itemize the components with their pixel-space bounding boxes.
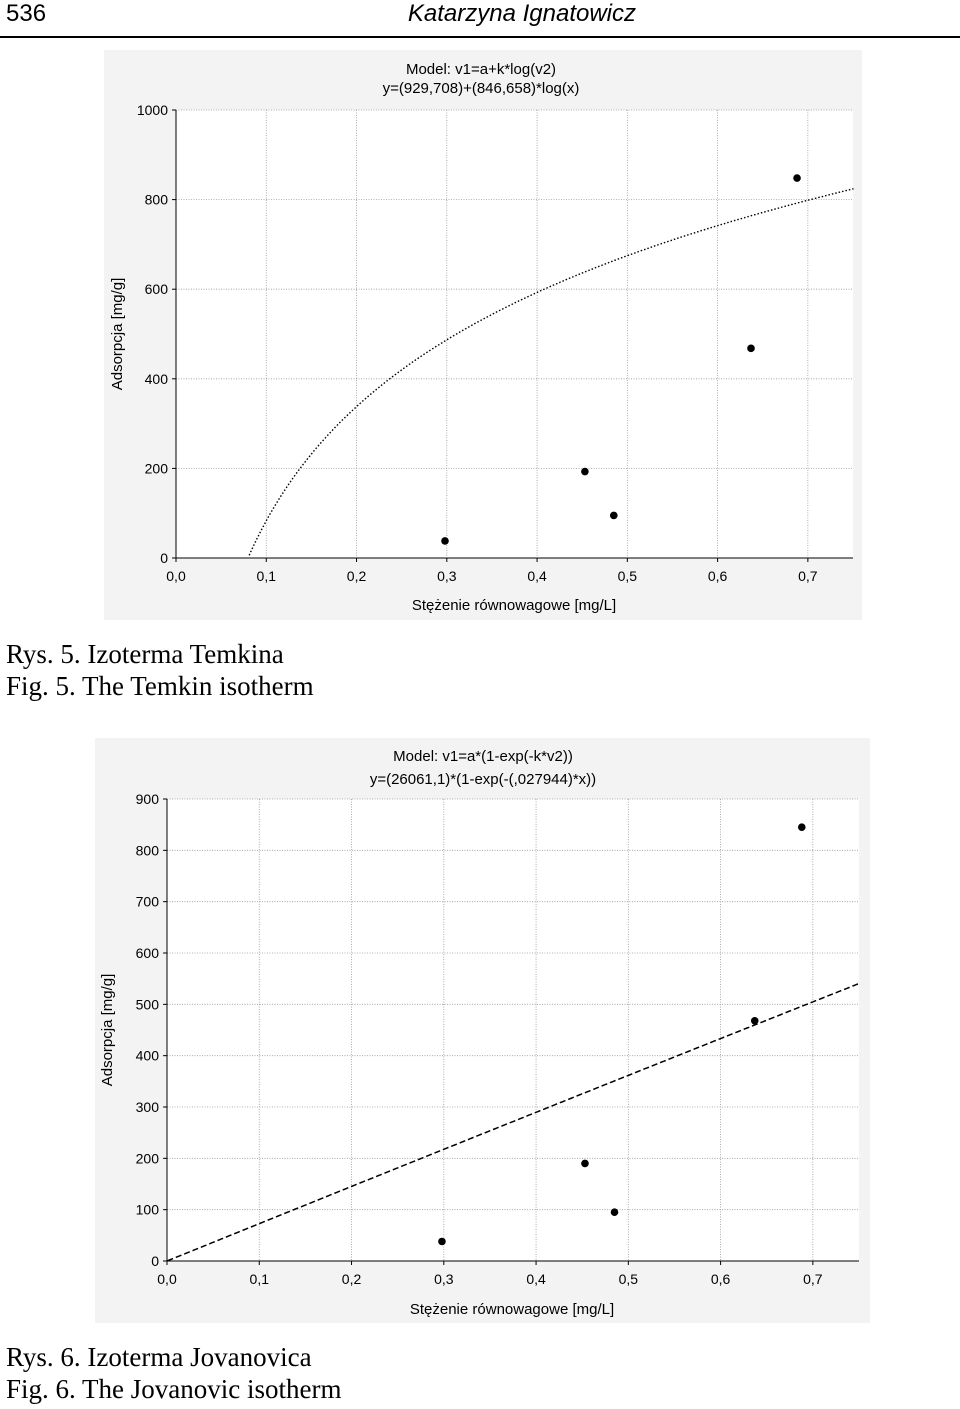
figure-6-caption-pl: Rys. 6. Izoterma Jovanovica — [6, 1342, 312, 1372]
y-tick-label: 100 — [136, 1202, 160, 1218]
figure-5-caption-pl: Rys. 5. Izoterma Temkina — [6, 639, 284, 669]
y-tick-label: 400 — [145, 371, 169, 387]
x-tick-label: 0,4 — [526, 1271, 546, 1287]
y-tick-label: 300 — [136, 1099, 160, 1115]
x-tick-label: 0,7 — [803, 1271, 823, 1287]
page-header: 536 Katarzyna Ignatowicz — [0, 0, 960, 38]
y-tick-label: 0 — [160, 550, 168, 566]
data-point — [797, 823, 806, 832]
x-tick-label: 0,5 — [618, 568, 638, 584]
x-tick-label: 0,3 — [434, 1271, 454, 1287]
x-tick-label: 0,6 — [711, 1271, 731, 1287]
model-equation-label: Model: v1=a*(1-exp(-k*v2)) — [393, 748, 573, 765]
y-tick-label: 600 — [136, 945, 160, 961]
x-tick-label: 0,1 — [257, 568, 277, 584]
jovanovic-chart-panel: 0,0 0,1 0,2 0,3 0,4 0,5 0,6 0,7 0 100 200 300 400 500… — [95, 738, 870, 1323]
y-axis-label: Adsorpcja [mg/g] — [109, 278, 126, 391]
y-tick-label: 900 — [136, 791, 160, 807]
x-axis-label: Stężenie równowagowe [mg/L] — [410, 1301, 614, 1318]
plot-area — [167, 799, 859, 1261]
y-tick-label: 400 — [136, 1048, 160, 1064]
x-tick-label: 0,2 — [342, 1271, 362, 1287]
data-point — [438, 1237, 446, 1246]
model-equation-label: Model: v1=a+k*log(v2) — [406, 61, 556, 78]
data-point — [609, 511, 618, 520]
figure-5-caption: Rys. 5. Izoterma Temkina Fig. 5. The Tem… — [6, 638, 314, 702]
data-point — [581, 1159, 589, 1168]
model-fit-label: y=(26061,1)*(1-exp(-(,027944)*x)) — [370, 771, 596, 788]
page-number: 536 — [6, 0, 47, 27]
data-point — [441, 537, 449, 545]
y-tick-label: 200 — [136, 1150, 160, 1166]
y-tick-label: 500 — [136, 996, 160, 1012]
x-tick-label: 0,7 — [798, 568, 818, 584]
y-tick-label: 700 — [136, 894, 160, 910]
data-point — [793, 174, 801, 182]
figure-5-caption-en: Fig. 5. The Temkin isotherm — [6, 671, 314, 701]
y-tick-label: 0 — [151, 1253, 159, 1269]
x-tick-label: 0,0 — [166, 568, 186, 584]
model-fit-label: y=(929,708)+(846,658)*log(x) — [383, 80, 580, 97]
jovanovic-chart: 0,0 0,1 0,2 0,3 0,4 0,5 0,6 0,7 0 100 200 300 400 500… — [99, 748, 860, 1318]
figure-6-caption-en: Fig. 6. The Jovanovic isotherm — [6, 1374, 342, 1404]
figure-6-caption: Rys. 6. Izoterma Jovanovica Fig. 6. The … — [6, 1341, 341, 1405]
data-point — [750, 1016, 759, 1025]
running-head-author: Katarzyna Ignatowicz — [407, 0, 636, 27]
x-tick-label: 0,3 — [437, 568, 457, 584]
temkin-chart: 0,0 0,1 0,2 0,3 0,4 0,5 0,6 0,7 0 200 400 600 800 100… — [109, 61, 854, 614]
fit-curve — [167, 982, 860, 1262]
temkin-chart-panel: 0,0 0,1 0,2 0,3 0,4 0,5 0,6 0,7 0 200 400 600 800 100… — [104, 50, 862, 620]
x-tick-label: 0,1 — [250, 1271, 270, 1287]
x-tick-label: 0,5 — [619, 1271, 639, 1287]
x-axis-label: Stężenie równowagowe [mg/L] — [412, 597, 616, 614]
y-tick-label: 600 — [145, 281, 169, 297]
y-tick-label: 800 — [145, 192, 169, 208]
plot-area — [176, 110, 853, 558]
x-tick-label: 0,0 — [157, 1271, 177, 1287]
data-point — [747, 344, 755, 353]
x-tick-label: 0,4 — [527, 568, 547, 584]
y-axis-label: Adsorpcja [mg/g] — [99, 974, 116, 1087]
y-tick-label: 200 — [145, 460, 169, 476]
fit-curve — [248, 188, 854, 556]
data-point — [610, 1208, 619, 1217]
y-tick-label: 1000 — [137, 102, 168, 118]
x-tick-label: 0,6 — [708, 568, 728, 584]
x-tick-label: 0,2 — [347, 568, 367, 584]
data-point — [581, 467, 589, 476]
y-tick-label: 800 — [136, 842, 160, 858]
